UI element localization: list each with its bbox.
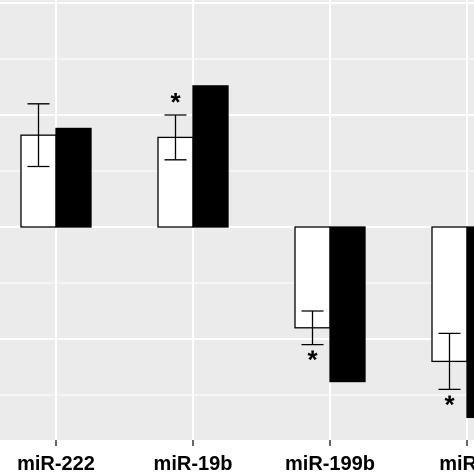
- bar-miR-19b-s2: [192, 85, 229, 228]
- bar-miR-1-s2: [466, 226, 474, 419]
- x-tick-label: miR-199b: [285, 453, 375, 474]
- significance-star: *: [170, 87, 181, 117]
- x-tick-label: miR-222: [17, 453, 95, 474]
- significance-markers: * * *: [170, 87, 455, 419]
- bar-miR-222-s2: [55, 127, 92, 228]
- bars: [20, 85, 474, 419]
- bar-miR-199b-s2: [329, 226, 366, 383]
- x-tick-label: miR-19b: [154, 453, 233, 474]
- error-bar-miR-1: [438, 332, 461, 391]
- error-bar-miR-222: [27, 103, 50, 168]
- significance-star: *: [307, 345, 318, 375]
- x-axis: miR-222 miR-19b miR-199b miR-1: [17, 440, 474, 474]
- significance-star: *: [444, 389, 455, 419]
- error-bar-miR-19b: [164, 114, 187, 161]
- x-tick-label: miR-1: [439, 453, 474, 474]
- error-bars: [27, 103, 461, 391]
- error-bar-miR-199b: [301, 310, 324, 346]
